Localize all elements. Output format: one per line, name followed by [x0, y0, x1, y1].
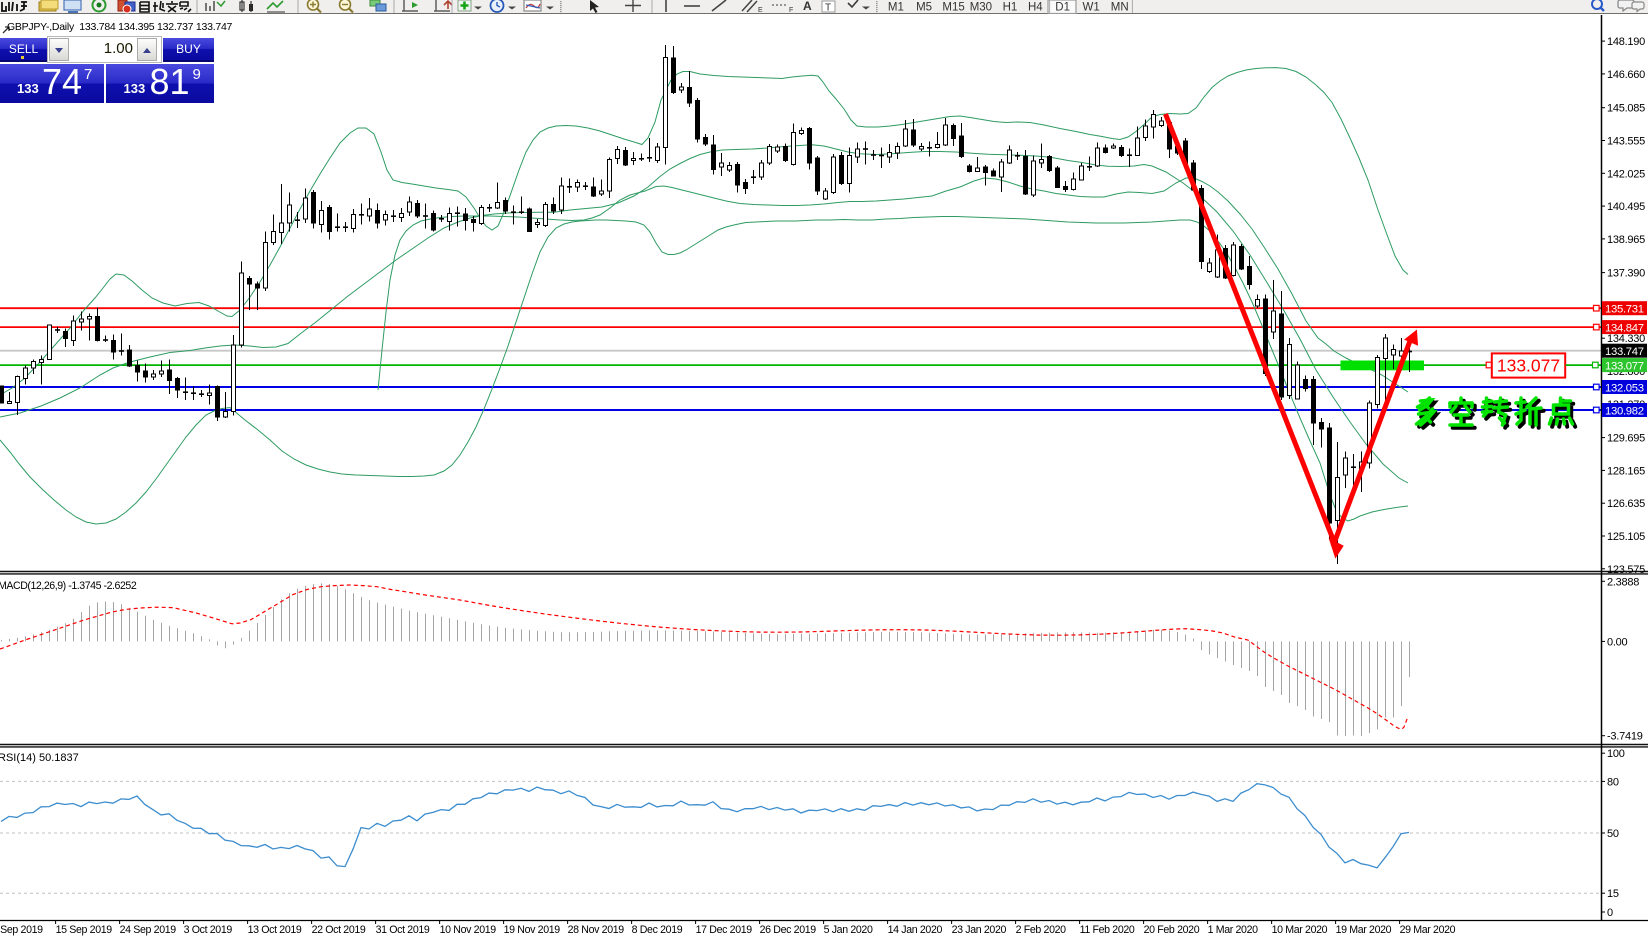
svg-text:137.390: 137.390: [1607, 268, 1645, 280]
svg-text:8 Dec 2019: 8 Dec 2019: [632, 924, 683, 936]
svg-text:28 Nov 2019: 28 Nov 2019: [568, 924, 625, 936]
svg-text:M30: M30: [970, 2, 992, 14]
svg-text:17 Dec 2019: 17 Dec 2019: [696, 924, 753, 936]
svg-text:140.495: 140.495: [1607, 201, 1645, 213]
svg-text:H4: H4: [1028, 2, 1043, 14]
svg-text:80: 80: [1607, 776, 1619, 788]
svg-text:143.555: 143.555: [1607, 136, 1645, 148]
svg-text:130.982: 130.982: [1605, 406, 1644, 418]
svg-text:100: 100: [1607, 748, 1625, 760]
svg-text:126.635: 126.635: [1607, 498, 1645, 510]
svg-text:15: 15: [1607, 888, 1619, 900]
svg-text:133.747: 133.747: [1605, 346, 1644, 358]
svg-text:146.660: 146.660: [1607, 69, 1645, 81]
svg-text:128.165: 128.165: [1607, 465, 1645, 477]
svg-text:125.105: 125.105: [1607, 531, 1645, 543]
svg-text:129.695: 129.695: [1607, 433, 1645, 445]
svg-text:5 Sep 2019: 5 Sep 2019: [0, 924, 43, 936]
svg-text:142.025: 142.025: [1607, 168, 1645, 180]
svg-text:T: T: [825, 3, 831, 14]
svg-text:13 Oct 2019: 13 Oct 2019: [248, 924, 302, 936]
svg-text:MACD(12,26,9) -1.3745 -2.6252: MACD(12,26,9) -1.3745 -2.6252: [0, 580, 137, 592]
svg-text:0.00: 0.00: [1607, 636, 1628, 648]
svg-text:2 Feb 2020: 2 Feb 2020: [1016, 924, 1067, 936]
svg-text:E: E: [758, 7, 763, 14]
svg-text:133.077: 133.077: [1605, 361, 1644, 373]
svg-text:-3.7419: -3.7419: [1607, 731, 1643, 743]
svg-text:10 Mar 2020: 10 Mar 2020: [1272, 924, 1328, 936]
svg-text:134.847: 134.847: [1605, 323, 1644, 335]
svg-text:5 Jan 2020: 5 Jan 2020: [824, 924, 873, 936]
svg-text:132.053: 132.053: [1605, 383, 1644, 395]
svg-text:H1: H1: [1003, 2, 1018, 14]
svg-text:134.330: 134.330: [1607, 333, 1645, 345]
svg-text:1 Mar 2020: 1 Mar 2020: [1208, 924, 1259, 936]
svg-text:123.575: 123.575: [1607, 564, 1645, 576]
svg-text:10 Nov 2019: 10 Nov 2019: [440, 924, 497, 936]
svg-text:19 Mar 2020: 19 Mar 2020: [1336, 924, 1392, 936]
svg-text:RSI(14) 50.1837: RSI(14) 50.1837: [0, 752, 79, 764]
svg-text:M1: M1: [888, 2, 904, 14]
svg-text:W1: W1: [1083, 2, 1100, 14]
svg-text:133.077: 133.077: [1497, 356, 1560, 376]
svg-text:3 Oct 2019: 3 Oct 2019: [184, 924, 233, 936]
svg-text:22 Oct 2019: 22 Oct 2019: [312, 924, 366, 936]
svg-text:23 Jan 2020: 23 Jan 2020: [952, 924, 1007, 936]
svg-text:MN: MN: [1111, 2, 1129, 14]
svg-text:20 Feb 2020: 20 Feb 2020: [1144, 924, 1200, 936]
svg-text:D1: D1: [1055, 2, 1070, 14]
svg-text:11 Feb 2020: 11 Feb 2020: [1080, 924, 1135, 936]
svg-text:F: F: [789, 7, 793, 14]
svg-text:24 Sep 2019: 24 Sep 2019: [120, 924, 177, 936]
svg-text:138.965: 138.965: [1607, 234, 1645, 246]
svg-text:145.085: 145.085: [1607, 103, 1645, 115]
svg-text:15 Sep 2019: 15 Sep 2019: [56, 924, 113, 936]
svg-text:29 Mar 2020: 29 Mar 2020: [1400, 924, 1456, 936]
svg-text:50: 50: [1607, 828, 1619, 840]
svg-text:26 Dec 2019: 26 Dec 2019: [760, 924, 817, 936]
svg-text:148.190: 148.190: [1607, 36, 1645, 48]
svg-text:M5: M5: [916, 2, 932, 14]
svg-text:19 Nov 2019: 19 Nov 2019: [504, 924, 561, 936]
svg-text:A: A: [803, 0, 812, 13]
svg-text:14 Jan 2020: 14 Jan 2020: [888, 924, 943, 936]
svg-text:2.3888: 2.3888: [1607, 576, 1639, 588]
svg-text:0: 0: [1607, 907, 1613, 919]
svg-text:135.731: 135.731: [1605, 304, 1644, 316]
svg-text:31 Oct 2019: 31 Oct 2019: [376, 924, 430, 936]
svg-text:M15: M15: [942, 2, 964, 14]
